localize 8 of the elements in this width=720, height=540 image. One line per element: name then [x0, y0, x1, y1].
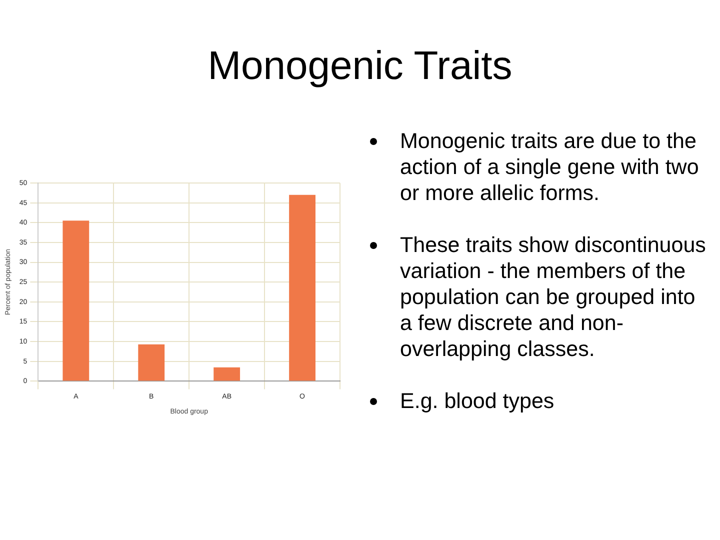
text: E.g. blood types	[399, 388, 556, 414]
chart-title: Monogenic Traits	[206, 44, 514, 89]
bar	[214, 367, 240, 381]
text: Monogenic traits are due to the action of a single gene with two or more allelic forms.	[399, 128, 700, 206]
text: These traits show discontinuous variation - the members of the population can be grouped into a few discrete and non-overlapping classes.	[399, 232, 707, 362]
bar	[138, 344, 165, 381]
bar	[62, 220, 90, 381]
bar	[289, 194, 316, 381]
